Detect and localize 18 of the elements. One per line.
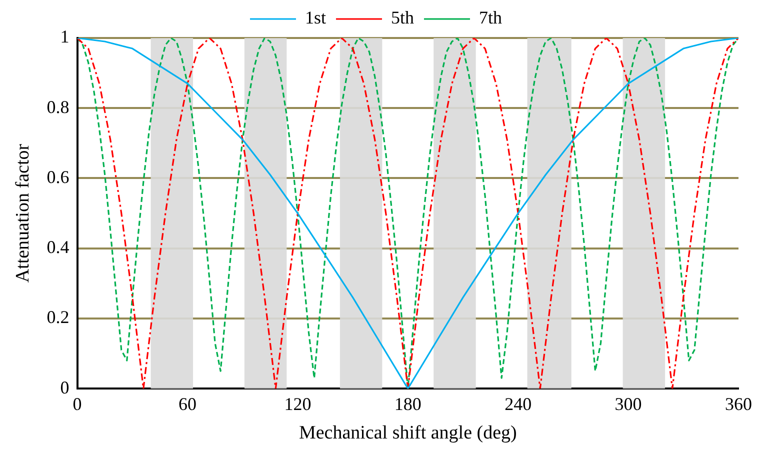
legend-label: 7th — [479, 8, 502, 28]
y-tick-label: 0.6 — [46, 166, 70, 187]
x-tick-label: 240 — [504, 394, 532, 414]
x-tick-label: 300 — [614, 394, 642, 414]
y-tick-label: 0 — [60, 377, 70, 398]
legend-label: 5th — [391, 8, 414, 28]
y-tick-label: 0.2 — [46, 307, 70, 328]
x-axis-title: Mechanical shift angle (deg) — [298, 422, 517, 444]
x-tick-label: 0 — [72, 394, 82, 414]
x-tick-label: 180 — [394, 394, 422, 414]
x-tick-label: 120 — [284, 394, 312, 414]
x-tick-label: 360 — [725, 394, 752, 414]
y-tick-label: 0.4 — [46, 237, 70, 258]
legend-label: 1st — [304, 8, 326, 28]
x-tick-label: 60 — [178, 394, 196, 414]
y-tick-label: 1 — [60, 26, 70, 47]
y-axis-title: Attenuation factor — [12, 143, 34, 283]
y-tick-label: 0.8 — [46, 96, 70, 117]
